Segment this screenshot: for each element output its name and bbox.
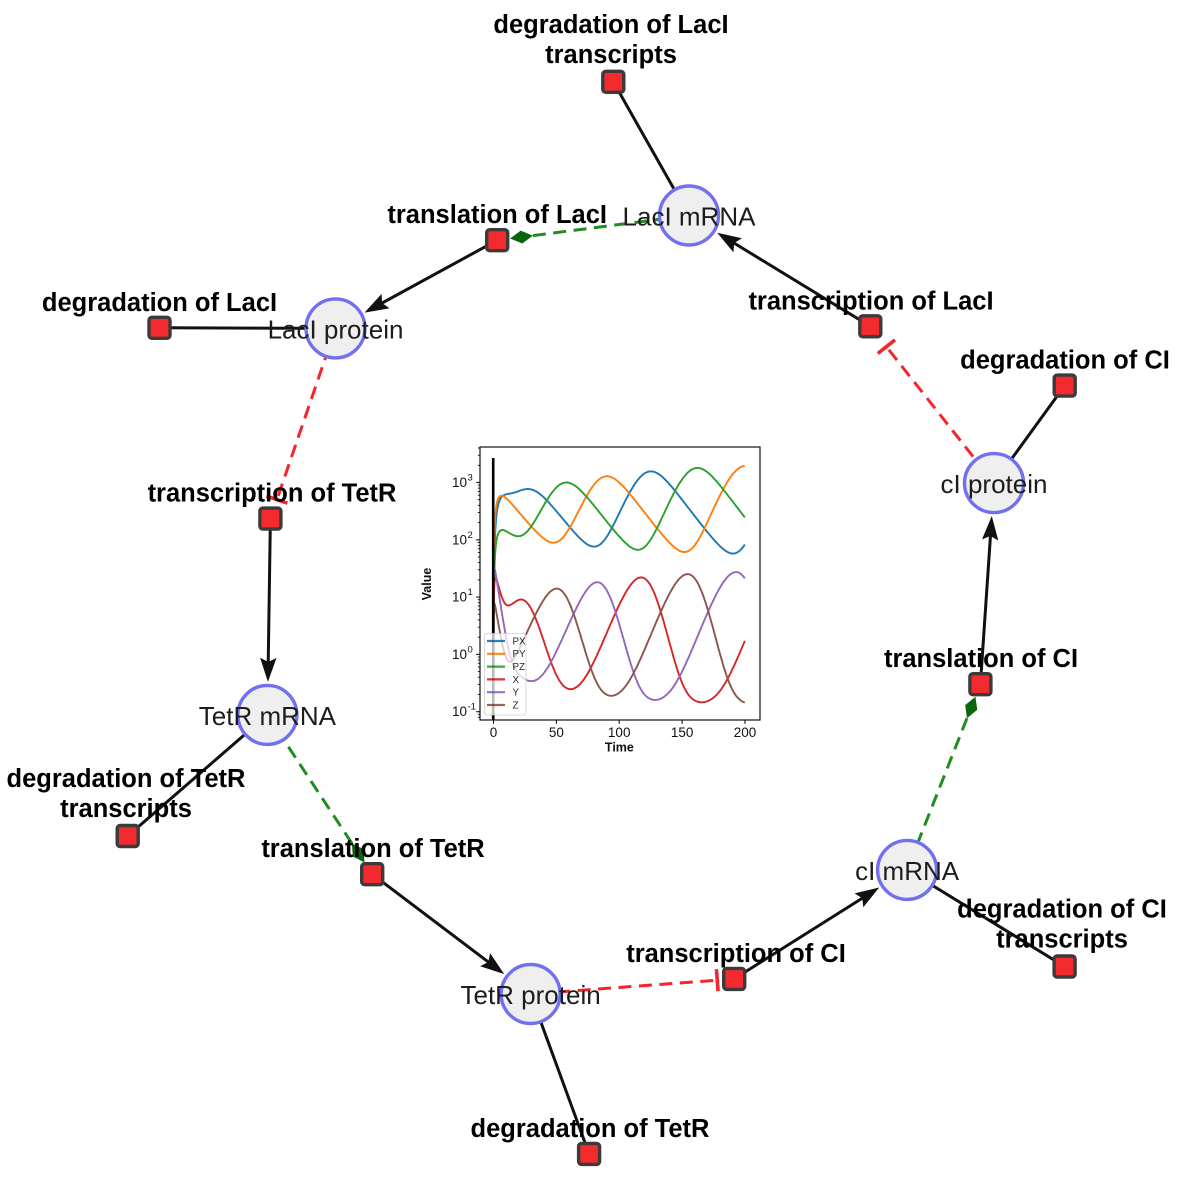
svg-text:transcription of LacI: transcription of LacI — [748, 287, 993, 315]
svg-text:10: 10 — [452, 704, 467, 719]
svg-text:X: X — [513, 675, 520, 686]
svg-text:degradation of CI: degradation of CI — [960, 347, 1170, 375]
svg-text:1: 1 — [468, 587, 473, 598]
svg-text:Y: Y — [513, 688, 520, 699]
svg-text:0: 0 — [468, 644, 473, 655]
svg-text:LacI protein: LacI protein — [268, 314, 404, 344]
svg-text:200: 200 — [734, 725, 757, 740]
svg-text:degradation of TetR: degradation of TetR — [471, 1115, 710, 1143]
svg-text:50: 50 — [549, 725, 564, 740]
svg-text:3: 3 — [468, 473, 473, 484]
svg-text:translation of CI: translation of CI — [884, 645, 1078, 673]
svg-text:cI protein: cI protein — [941, 469, 1048, 499]
svg-text:Value: Value — [420, 568, 434, 601]
svg-text:transcription of CI: transcription of CI — [626, 940, 846, 968]
svg-text:10: 10 — [452, 590, 467, 605]
svg-text:translation of LacI: translation of LacI — [387, 201, 607, 229]
svg-text:transcripts: transcripts — [996, 926, 1128, 954]
svg-text:2: 2 — [468, 530, 473, 541]
svg-text:Z: Z — [513, 700, 519, 711]
svg-text:degradation of LacI: degradation of LacI — [493, 11, 728, 39]
svg-text:PX: PX — [513, 636, 527, 647]
svg-text:Time: Time — [605, 741, 634, 755]
svg-text:degradation of TetR: degradation of TetR — [7, 765, 246, 793]
svg-text:degradation of CI: degradation of CI — [957, 896, 1167, 924]
svg-text:10: 10 — [452, 647, 467, 662]
svg-text:translation of TetR: translation of TetR — [261, 835, 484, 863]
svg-text:degradation of LacI: degradation of LacI — [42, 289, 277, 317]
svg-text:TetR mRNA: TetR mRNA — [199, 701, 337, 731]
svg-text:-1: -1 — [468, 702, 476, 713]
svg-text:cI mRNA: cI mRNA — [855, 856, 960, 886]
svg-text:10: 10 — [452, 532, 467, 547]
svg-text:TetR protein: TetR protein — [461, 980, 601, 1010]
svg-text:PY: PY — [513, 649, 527, 660]
svg-text:0: 0 — [490, 725, 498, 740]
svg-text:100: 100 — [608, 725, 631, 740]
svg-text:LacI mRNA: LacI mRNA — [623, 202, 757, 232]
svg-text:150: 150 — [671, 725, 694, 740]
svg-text:transcription of TetR: transcription of TetR — [148, 480, 397, 508]
svg-text:10: 10 — [452, 475, 467, 490]
svg-text:PZ: PZ — [513, 662, 526, 673]
svg-text:transcripts: transcripts — [60, 795, 192, 823]
svg-text:transcripts: transcripts — [545, 41, 677, 69]
